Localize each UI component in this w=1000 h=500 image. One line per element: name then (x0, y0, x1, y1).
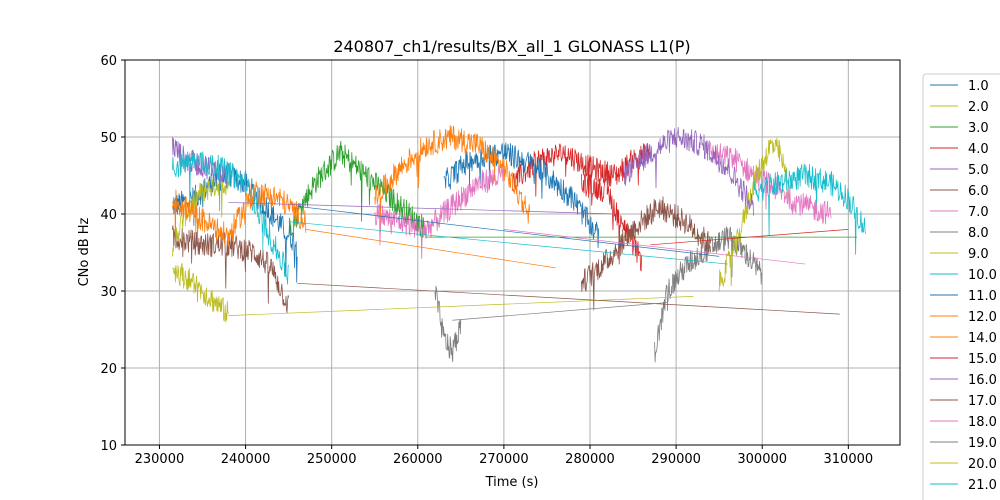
y-tick-label: 20 (100, 362, 117, 377)
gap-connector-line (288, 221, 728, 265)
legend-label: 6.0 (968, 184, 989, 199)
legend-label: 19.0 (968, 436, 997, 451)
x-tick-label: 260000 (393, 452, 443, 467)
legend-label: 7.0 (968, 205, 989, 220)
legend-label: 10.0 (968, 268, 997, 283)
gap-connector-line (228, 202, 616, 215)
gap-connector-line (305, 229, 556, 269)
legend-label: 16.0 (968, 373, 997, 388)
legend-label: 3.0 (968, 121, 989, 136)
gap-connector-line (650, 229, 849, 246)
gap-connector-line (228, 296, 694, 316)
gap-connector-line (503, 229, 806, 265)
x-tick-label: 240000 (221, 452, 271, 467)
x-tick-label: 270000 (479, 452, 529, 467)
chart-title: 240807_ch1/results/BX_all_1 GLONASS L1(P… (333, 37, 690, 57)
legend-label: 9.0 (968, 247, 989, 262)
legend: 1.0 2.0 3.0 4.0 5.0 6.0 7.0 8.0 9.0 10.0 11.0 12.0 1… (922, 73, 1000, 500)
legend-label: 11.0 (968, 289, 997, 304)
legend-label: 5.0 (968, 163, 989, 178)
legend-box (922, 73, 1000, 500)
legend-label: 4.0 (968, 142, 989, 157)
legend-label: 21.0 (968, 478, 997, 493)
legend-label: 17.0 (968, 394, 997, 409)
series-line-20-0 (172, 263, 229, 323)
series-line-12-0 (172, 181, 307, 249)
legend-label: 15.0 (968, 352, 997, 367)
series-line-16-0 (624, 127, 754, 216)
legend-label: 8.0 (968, 226, 989, 241)
gap-connector-line (452, 302, 668, 321)
legend-label: 2.0 (968, 100, 989, 115)
series-line-7-0 (710, 142, 832, 225)
series-line-8-0 (654, 226, 763, 363)
legend-label: 20.0 (968, 457, 997, 472)
legend-label: 1.0 (968, 79, 989, 94)
x-tick-label: 280000 (565, 452, 615, 467)
x-tick-label: 310000 (824, 452, 874, 467)
series-line-3-0 (288, 140, 427, 239)
series-line-17-0 (581, 196, 711, 311)
legend-label: 12.0 (968, 310, 997, 325)
series-line-4-0 (512, 143, 651, 197)
series-line-9-0 (718, 137, 789, 292)
series-line-6-0 (172, 225, 289, 314)
y-tick-label: 10 (100, 439, 117, 454)
series-line-10-0 (172, 150, 289, 285)
x-tick-label: 230000 (135, 452, 185, 467)
y-tick-label: 40 (100, 208, 117, 223)
legend-label: 18.0 (968, 415, 997, 430)
y-tick-label: 30 (100, 285, 117, 300)
series-line-19-0 (434, 285, 462, 363)
y-tick-label: 50 (100, 131, 117, 146)
series-group (172, 125, 866, 363)
x-tick-label: 300000 (737, 452, 787, 467)
gap-connector-line (297, 205, 720, 257)
x-tick-label: 290000 (651, 452, 701, 467)
y-tick-label: 60 (100, 54, 117, 69)
series-line-18-0 (374, 164, 505, 260)
series-line-14-0 (374, 125, 531, 233)
x-axis-label: Time (s) (485, 475, 539, 490)
x-tick-label: 250000 (307, 452, 357, 467)
axis-ticks: 230000 240000 250000 260000 270000 280000 2900… (100, 54, 873, 467)
legend-label: 14.0 (968, 331, 997, 346)
y-axis-label: CNo dB Hz (77, 217, 92, 286)
series-line-21-0 (753, 163, 866, 255)
gap-connector-line (297, 282, 840, 315)
plot-frame (124, 59, 901, 446)
